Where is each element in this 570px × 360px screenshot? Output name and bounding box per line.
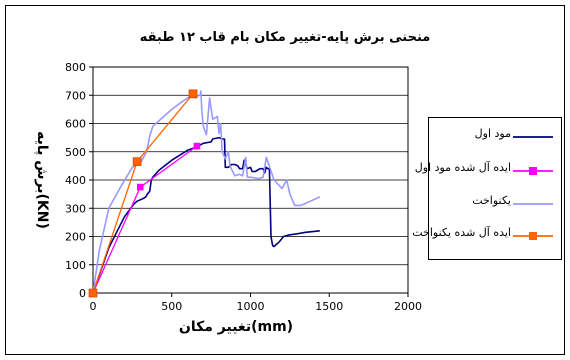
tick-labels: 0 100 200 300 400 500 600 700 800 0 500 1000 1500 200… bbox=[65, 61, 422, 313]
legend: مود اول ایده آل شده مود اول یکنواخت ایده آل… bbox=[412, 117, 562, 260]
x-tick-label: 1500 bbox=[315, 300, 343, 313]
legend-item: ایده آل شده مود اول bbox=[415, 160, 561, 180]
series-point-4 bbox=[132, 157, 142, 166]
series-point-4 bbox=[88, 288, 98, 298]
legend-swatch bbox=[513, 232, 553, 240]
legend-item: مود اول bbox=[431, 126, 561, 146]
chart-title: منحنی برش پایه-تغییر مکان بام قاب ۱۲ طبق… bbox=[139, 30, 431, 45]
legend-swatch bbox=[513, 136, 553, 138]
series-layer bbox=[88, 89, 321, 298]
series-point-4 bbox=[188, 89, 198, 99]
legend-item: یکنواخت bbox=[431, 193, 561, 213]
y-tick-label: 700 bbox=[65, 89, 86, 102]
x-tick-label: 0 bbox=[90, 300, 97, 313]
legend-label: مود اول bbox=[474, 127, 511, 140]
legend-swatch bbox=[513, 203, 553, 205]
legend-item: ایده آل شده یکنواخت bbox=[412, 225, 561, 245]
x-tick-label: 2000 bbox=[394, 300, 422, 313]
y-tick-label: 200 bbox=[65, 231, 86, 244]
x-tick-label: 500 bbox=[161, 300, 182, 313]
x-axis-title: تغییر مکان(mm) bbox=[179, 319, 293, 335]
series-line-3 bbox=[92, 90, 321, 294]
y-tick-label: 300 bbox=[65, 202, 86, 215]
series-line-1 bbox=[92, 136, 320, 294]
y-axis-title: برش پایه(KN) bbox=[34, 131, 50, 229]
series-point-2 bbox=[193, 142, 201, 150]
series-point-2 bbox=[136, 183, 144, 191]
y-tick-label: 100 bbox=[65, 259, 86, 272]
y-tick-label: 400 bbox=[65, 174, 86, 187]
legend-label: ایده آل شده یکنواخت bbox=[412, 226, 511, 239]
gridlines bbox=[93, 94, 408, 266]
x-tick-label: 1000 bbox=[237, 300, 265, 313]
y-tick-label: 500 bbox=[65, 146, 86, 159]
legend-label: ایده آل شده مود اول bbox=[414, 161, 511, 174]
legend-swatch bbox=[513, 167, 553, 175]
legend-swatch-marker bbox=[529, 167, 537, 175]
y-tick-label: 600 bbox=[65, 118, 86, 131]
legend-label: یکنواخت bbox=[472, 194, 511, 207]
y-tick-label: 0 bbox=[79, 287, 86, 300]
y-tick-label: 800 bbox=[65, 61, 86, 74]
legend-swatch-marker bbox=[529, 232, 537, 240]
